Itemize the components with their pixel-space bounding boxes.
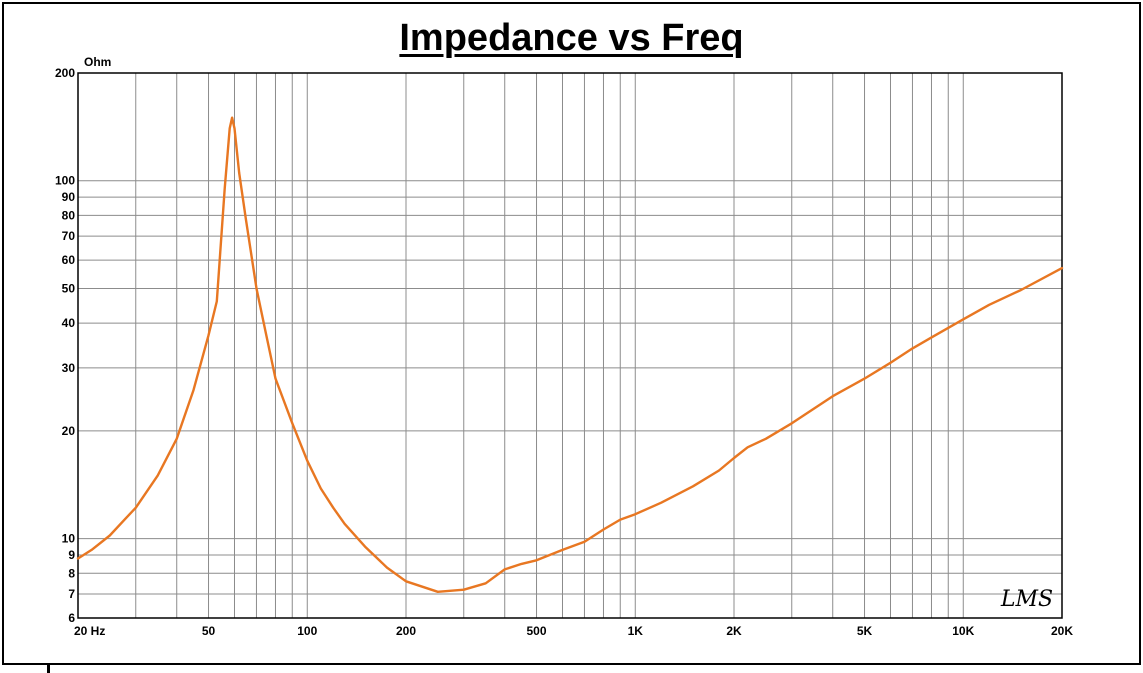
y-tick-label: 30 xyxy=(62,361,76,375)
y-tick-label: 60 xyxy=(62,253,76,267)
y-tick-labels: 200 100 90 80 70 60 50 40 30 20 10 9 8 7 6 xyxy=(55,66,75,625)
x-tick-label: 100 xyxy=(297,624,317,638)
x-gridlines xyxy=(77,73,1063,618)
chart-title-wrap: Impedance vs Freq xyxy=(0,14,1143,62)
chart-title: Impedance vs Freq xyxy=(399,17,744,59)
y-tick-label: 90 xyxy=(62,190,76,204)
x-tick-label: 50 xyxy=(202,624,216,638)
y-tick-label: 40 xyxy=(62,316,76,330)
x-tick-label: 10K xyxy=(952,624,974,638)
plot-area-border xyxy=(77,72,1063,619)
y-tick-label: 200 xyxy=(55,66,75,80)
y-tick-label: 70 xyxy=(62,229,76,243)
y-tick-label: 9 xyxy=(68,548,75,562)
y-tick-label: 7 xyxy=(68,587,75,601)
y-tick-label: 50 xyxy=(62,281,76,295)
y-axis-unit: Ohm xyxy=(84,55,112,69)
y-tick-label: 100 xyxy=(55,174,75,188)
series-group xyxy=(76,116,1064,593)
x-tick-label: 1K xyxy=(628,624,644,638)
x-tick-labels: 20 Hz 50 100 200 500 1K 2K 5K 10K 20K xyxy=(74,624,1073,638)
x-tick-label: 20K xyxy=(1051,624,1073,638)
x-tick-label: 200 xyxy=(396,624,416,638)
x-tick-label: 2K xyxy=(726,624,742,638)
bottom-edge-mark xyxy=(47,663,50,673)
x-tick-label: 500 xyxy=(527,624,547,638)
y-tick-label: 10 xyxy=(62,532,76,546)
y-tick-label: 80 xyxy=(62,208,76,222)
impedance-series-line xyxy=(76,116,1064,593)
y-tick-label: 20 xyxy=(62,424,76,438)
y-gridlines xyxy=(78,72,1062,619)
x-tick-label: 20 Hz xyxy=(74,624,105,638)
lms-logo-group: LMS xyxy=(1000,587,1053,612)
y-tick-label: 8 xyxy=(68,566,75,580)
lms-logo: LMS xyxy=(1000,587,1053,612)
y-tick-label: 6 xyxy=(68,611,75,625)
x-tick-label: 5K xyxy=(857,624,873,638)
